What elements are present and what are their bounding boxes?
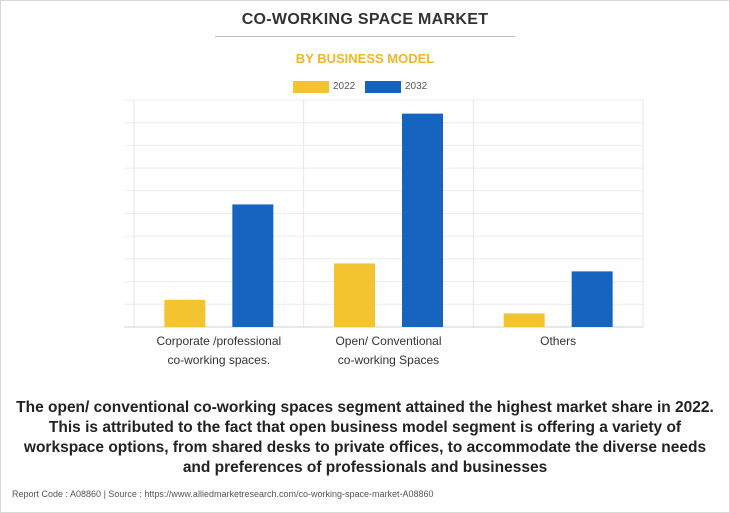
x-tick-label-line: co-working Spaces: [337, 353, 440, 367]
report-footer: Report Code : A08860 | Source : https://…: [12, 489, 434, 499]
x-tick-label-line: Open/ Conventional: [335, 334, 442, 348]
bar-2032-0: [232, 204, 274, 327]
bar-2022-1: [334, 263, 375, 327]
bar-2032-2: [571, 271, 613, 327]
chart-subtitle: BY BUSINESS MODEL: [295, 51, 435, 66]
bar-2022-2: [503, 313, 545, 327]
legend-swatch-2022: [293, 81, 329, 93]
legend-swatch-2032: [365, 81, 401, 93]
chart-title: CO-WORKING SPACE MARKET: [241, 11, 489, 28]
x-tick-label-line: co-working spaces.: [167, 353, 271, 367]
x-tick-label: Open/ Conventional co-working Spaces: [304, 332, 474, 370]
x-tick-label: Corporate /professional co-working spaces…: [134, 332, 304, 370]
x-tick-label-line: Others: [540, 334, 577, 348]
chart-description: The open/ conventional co-working spaces…: [16, 399, 714, 476]
legend-label-2022: 2022: [333, 81, 356, 92]
title-divider: [215, 36, 515, 37]
bar-2032-1: [402, 113, 443, 328]
bar-chart: [124, 99, 644, 328]
legend-label-2032: 2032: [405, 81, 428, 92]
x-tick-label-line: Corporate /professional: [156, 334, 282, 348]
x-tick-label: Others: [473, 332, 643, 351]
bar-2022-0: [164, 299, 206, 327]
